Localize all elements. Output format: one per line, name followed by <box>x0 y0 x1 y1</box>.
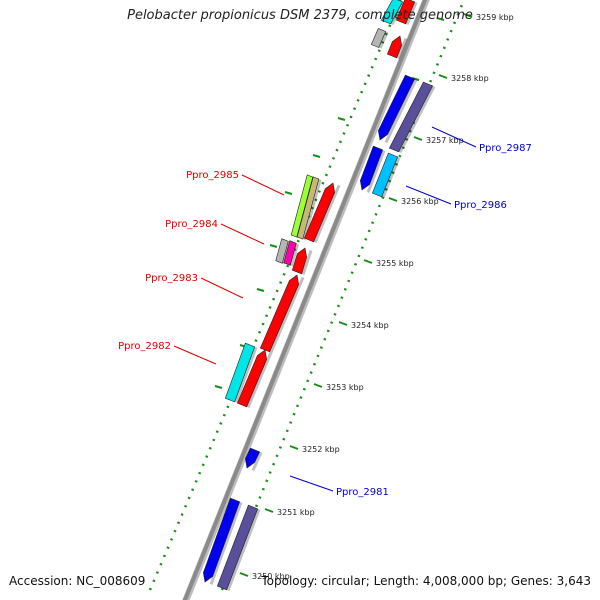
tick-mark <box>289 445 299 450</box>
feature-other <box>296 176 322 241</box>
tick-mark <box>413 136 423 141</box>
gene-label: Ppro_2984 <box>165 219 218 230</box>
summary-text: Topology: circular; Length: 4,008,000 bp… <box>261 574 591 588</box>
tick-mark <box>239 572 249 577</box>
tick-mark <box>338 321 348 326</box>
grid-dash <box>284 191 293 195</box>
feature-reverse <box>378 74 418 143</box>
tick-mark <box>463 13 473 18</box>
accession-text: Accession: NC_008609 <box>9 574 146 588</box>
feature-rna <box>224 342 258 403</box>
tick-label: 3254 kbp <box>351 321 389 330</box>
tick-label: 3250 kbp <box>252 572 290 581</box>
gene-leader-line <box>431 126 477 148</box>
feature-forward <box>259 274 305 353</box>
tick-mark <box>438 74 448 79</box>
tick-label: 3259 kbp <box>476 13 514 22</box>
feature-reverse <box>360 145 386 193</box>
gene-leader-line <box>289 475 334 492</box>
gene-label: Ppro_2983 <box>145 273 198 284</box>
gene-leader-line <box>220 223 265 245</box>
tick-label: 3255 kbp <box>376 259 414 268</box>
feature-reverse <box>245 447 263 471</box>
gene-leader-line <box>200 277 244 299</box>
gene-leader-line <box>405 185 452 205</box>
tick-mark <box>313 383 323 388</box>
grid-dash <box>256 288 265 292</box>
tick-mark <box>363 259 373 264</box>
gene-leader-line <box>241 174 285 196</box>
feature-rna <box>371 152 401 198</box>
feature-other <box>216 504 261 591</box>
gene-label: Ppro_2986 <box>454 200 507 211</box>
grid-dash <box>214 385 223 389</box>
gene-label: Ppro_2982 <box>118 341 171 352</box>
gene-leader-line <box>173 345 217 365</box>
gene-label: Ppro_2987 <box>479 143 532 154</box>
feature-forward <box>303 182 341 243</box>
feature-reverse <box>203 497 243 585</box>
grid-dash <box>269 244 278 248</box>
tick-label: 3257 kbp <box>426 136 464 145</box>
tick-mark <box>264 508 274 513</box>
feature-other <box>370 28 389 49</box>
tick-label: 3253 kbp <box>326 383 364 392</box>
genome-backbone <box>182 0 428 600</box>
gene-label: Ppro_2981 <box>336 487 389 498</box>
grid-dash <box>312 154 321 158</box>
feature-forward <box>386 35 408 59</box>
feature-forward <box>236 349 273 408</box>
gene-label: Ppro_2985 <box>186 170 239 181</box>
grid-dash <box>337 117 346 121</box>
tick-label: 3251 kbp <box>277 508 315 517</box>
grid-dash <box>436 17 445 21</box>
tick-label: 3256 kbp <box>401 197 439 206</box>
feature-other <box>388 81 436 153</box>
tick-label: 3252 kbp <box>302 445 340 454</box>
genome-title: Pelobacter propionicus DSM 2379, complet… <box>127 8 473 23</box>
tick-label: 3258 kbp <box>451 74 489 83</box>
feature-other <box>283 240 300 267</box>
feature-forward <box>291 247 313 275</box>
grid-line-left <box>148 0 403 591</box>
feature-forward <box>395 0 418 25</box>
tick-mark <box>388 197 398 202</box>
